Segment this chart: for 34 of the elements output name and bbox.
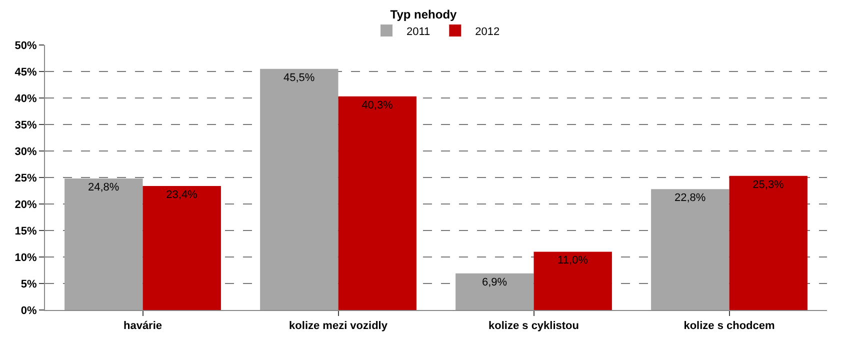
bar <box>338 96 416 310</box>
data-label: 22,8% <box>674 192 706 204</box>
chart-title: Typ nehody <box>390 8 458 22</box>
y-tick-label: 20% <box>14 198 38 211</box>
data-label: 25,3% <box>752 178 784 191</box>
bar <box>456 273 534 310</box>
y-tick-label: 30% <box>14 146 38 158</box>
y-tick-label: 25% <box>14 172 38 184</box>
legend-label: 2011 <box>406 26 430 38</box>
y-tick-label: 5% <box>20 278 38 290</box>
x-tick-label: kolize s chodcem <box>684 320 776 332</box>
bar <box>729 176 808 310</box>
bar <box>651 189 730 310</box>
y-tick-label: 45% <box>14 66 38 78</box>
y-tick-label: 50% <box>14 40 38 52</box>
y-tick-label: 35% <box>14 119 38 132</box>
x-tick-label: kolize mezi vozidly <box>289 320 388 332</box>
x-tick-label: kolize s cyklistou <box>488 320 579 332</box>
bar <box>534 252 612 310</box>
data-label: 40,3% <box>362 99 394 112</box>
data-label: 23,4% <box>166 188 198 201</box>
data-label: 11,0% <box>558 254 588 267</box>
y-tick-label: 0% <box>20 304 38 317</box>
data-label: 24,8% <box>88 182 120 194</box>
data-label: 45,5% <box>283 72 315 84</box>
legend-label: 2012 <box>475 26 500 38</box>
y-tick-label: 15% <box>14 225 38 238</box>
bar <box>142 186 221 310</box>
data-label: 6,9% <box>482 276 508 288</box>
x-tick-label: havárie <box>123 320 162 332</box>
bar <box>64 178 143 310</box>
y-tick-label: 40% <box>14 92 38 105</box>
bar <box>260 68 338 310</box>
y-tick-label: 10% <box>14 252 38 264</box>
